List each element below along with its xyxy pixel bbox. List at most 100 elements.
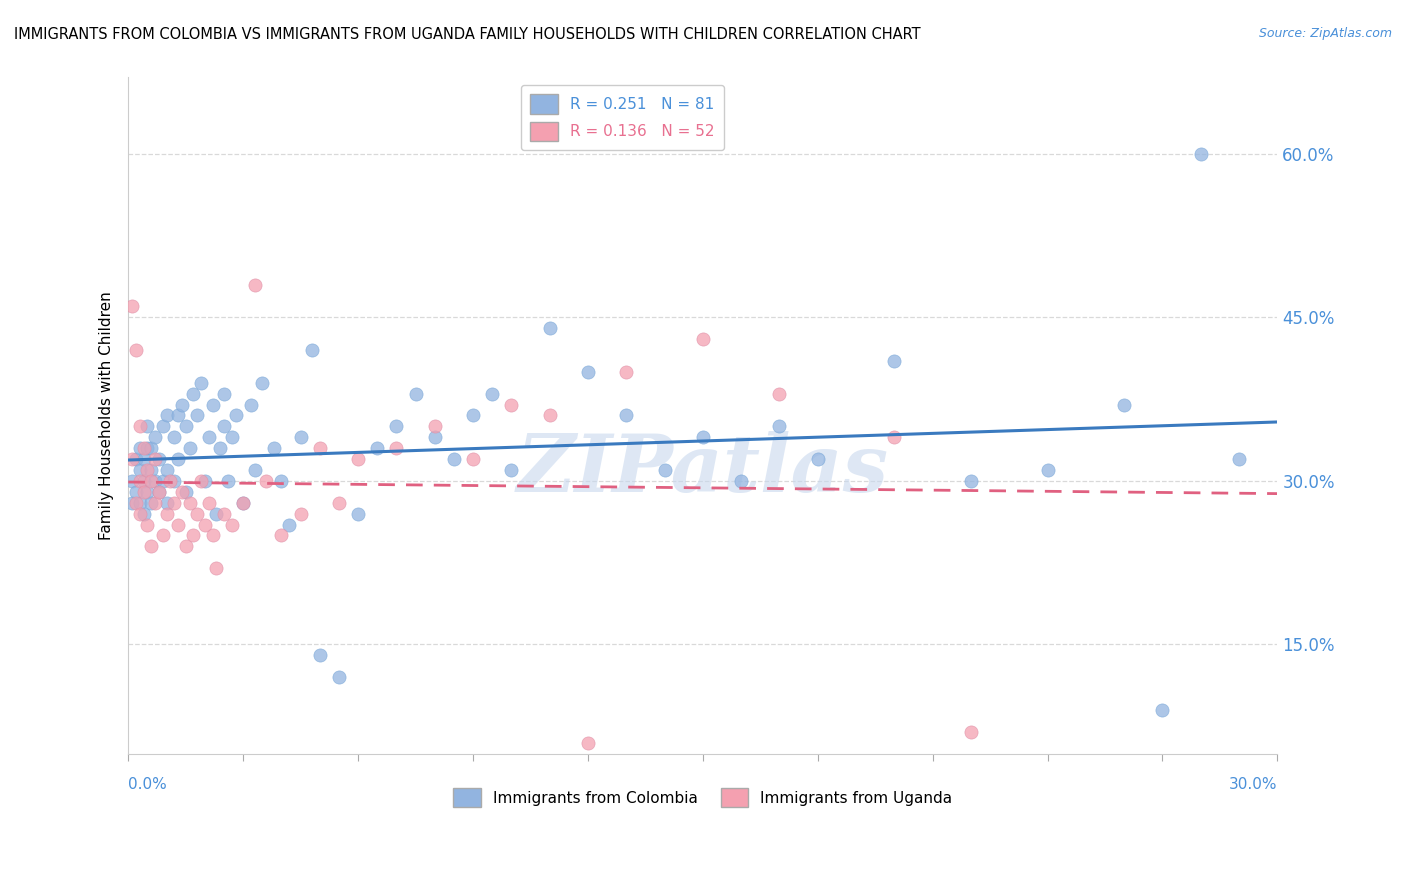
Point [243, 463, 266, 477]
Point [960, 724, 983, 739]
Point [141, 496, 163, 510]
Point [270, 474, 292, 488]
Point [1189, 146, 1212, 161]
Point [212, 386, 235, 401]
Point [481, 386, 503, 401]
Point [155, 409, 177, 423]
Point [768, 386, 790, 401]
Point [141, 474, 163, 488]
Text: ZIPatlas: ZIPatlas [517, 431, 889, 508]
Point [125, 496, 148, 510]
Point [159, 474, 181, 488]
Point [136, 419, 159, 434]
Point [163, 474, 186, 488]
Point [132, 474, 155, 488]
Point [423, 419, 446, 434]
Point [148, 452, 170, 467]
Text: IMMIGRANTS FROM COLOMBIA VS IMMIGRANTS FROM UGANDA FAMILY HOUSEHOLDS WITH CHILDR: IMMIGRANTS FROM COLOMBIA VS IMMIGRANTS F… [14, 27, 921, 42]
Point [221, 517, 243, 532]
Point [190, 376, 212, 390]
Point [194, 517, 217, 532]
Point [132, 484, 155, 499]
Point [163, 430, 186, 444]
Point [197, 430, 219, 444]
Point [186, 507, 208, 521]
Point [347, 507, 370, 521]
Point [136, 441, 159, 455]
Point [232, 496, 254, 510]
Point [125, 484, 148, 499]
Point [385, 441, 408, 455]
Point [308, 648, 330, 663]
Point [290, 507, 312, 521]
Point [141, 441, 163, 455]
Point [183, 386, 205, 401]
Point [883, 354, 905, 368]
Point [143, 474, 166, 488]
Point [692, 430, 714, 444]
Point [141, 463, 163, 477]
Point [232, 496, 254, 510]
Point [960, 474, 983, 488]
Point [730, 474, 752, 488]
Point [692, 332, 714, 346]
Point [125, 452, 148, 467]
Point [1036, 463, 1059, 477]
Point [179, 496, 201, 510]
Point [132, 452, 155, 467]
Point [212, 419, 235, 434]
Point [121, 496, 143, 510]
Point [143, 496, 166, 510]
Point [128, 507, 150, 521]
Point [152, 528, 174, 542]
Point [308, 441, 330, 455]
Point [186, 409, 208, 423]
Point [576, 365, 599, 379]
Point [270, 528, 292, 542]
Point [1114, 398, 1136, 412]
Point [167, 452, 190, 467]
Point [174, 419, 197, 434]
Point [576, 736, 599, 750]
Point [128, 474, 150, 488]
Point [1152, 703, 1174, 717]
Point [152, 474, 174, 488]
Point [263, 441, 285, 455]
Point [205, 507, 228, 521]
Point [366, 441, 388, 455]
Point [224, 409, 246, 423]
Point [883, 430, 905, 444]
Point [148, 484, 170, 499]
Point [194, 474, 217, 488]
Point [183, 528, 205, 542]
Point [179, 441, 201, 455]
Point [170, 398, 193, 412]
Point [125, 343, 148, 357]
Point [205, 561, 228, 575]
Point [1227, 452, 1250, 467]
Point [128, 496, 150, 510]
Point [290, 430, 312, 444]
Point [212, 507, 235, 521]
Legend: Immigrants from Colombia, Immigrants from Uganda: Immigrants from Colombia, Immigrants fro… [447, 781, 959, 814]
Y-axis label: Family Households with Children: Family Households with Children [100, 291, 114, 540]
Point [155, 463, 177, 477]
Point [501, 463, 523, 477]
Point [654, 463, 676, 477]
Point [152, 419, 174, 434]
Point [278, 517, 301, 532]
Point [385, 419, 408, 434]
Point [347, 452, 370, 467]
Point [538, 321, 561, 335]
Point [443, 452, 465, 467]
Point [209, 441, 232, 455]
Point [197, 496, 219, 510]
Point [301, 343, 323, 357]
Point [328, 496, 350, 510]
Point [221, 430, 243, 444]
Point [423, 430, 446, 444]
Point [174, 484, 197, 499]
Point [201, 528, 224, 542]
Point [128, 463, 150, 477]
Point [155, 507, 177, 521]
